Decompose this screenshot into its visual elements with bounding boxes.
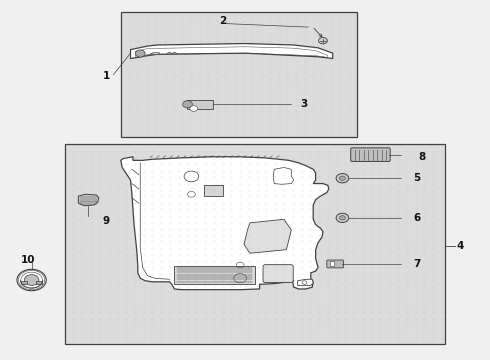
Text: 10: 10 — [21, 255, 35, 265]
Circle shape — [336, 174, 349, 183]
Circle shape — [135, 50, 145, 57]
Text: 3: 3 — [300, 99, 307, 109]
Bar — [203, 185, 223, 196]
Bar — [187, 100, 213, 109]
Circle shape — [24, 275, 39, 285]
FancyBboxPatch shape — [327, 260, 343, 268]
Circle shape — [190, 106, 198, 111]
Circle shape — [17, 269, 46, 291]
Polygon shape — [78, 194, 99, 206]
Bar — [174, 266, 255, 284]
Text: 2: 2 — [220, 17, 227, 26]
Text: 6: 6 — [413, 212, 420, 222]
FancyBboxPatch shape — [351, 148, 390, 161]
Text: 5: 5 — [413, 173, 420, 183]
Circle shape — [340, 216, 345, 220]
Circle shape — [340, 176, 345, 180]
Circle shape — [318, 37, 327, 44]
Bar — [330, 261, 334, 266]
Text: 4: 4 — [457, 241, 465, 251]
Circle shape — [183, 101, 193, 108]
Text: 1: 1 — [102, 71, 110, 81]
Text: 7: 7 — [413, 259, 420, 269]
Polygon shape — [121, 157, 329, 290]
Polygon shape — [244, 219, 291, 253]
Circle shape — [336, 213, 349, 222]
Bar — [121, 12, 357, 137]
Bar — [65, 144, 445, 344]
Bar — [21, 281, 27, 284]
Polygon shape — [130, 44, 333, 59]
Bar — [36, 281, 42, 284]
Text: 8: 8 — [418, 152, 425, 162]
Polygon shape — [150, 52, 160, 55]
Text: 9: 9 — [102, 216, 110, 226]
FancyBboxPatch shape — [263, 265, 293, 283]
Polygon shape — [297, 279, 313, 285]
Polygon shape — [273, 167, 294, 184]
